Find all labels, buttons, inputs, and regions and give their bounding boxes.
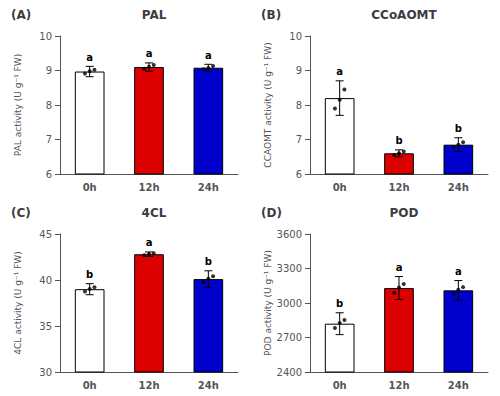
svg-text:4CL: 4CL — [142, 206, 167, 220]
svg-text:3300: 3300 — [277, 263, 302, 274]
svg-text:24h: 24h — [198, 380, 219, 391]
svg-text:CCAOMT activity (U g⁻¹ FW): CCAOMT activity (U g⁻¹ FW) — [263, 42, 273, 167]
svg-text:b: b — [336, 298, 343, 309]
svg-text:a: a — [86, 52, 93, 63]
svg-text:a: a — [146, 237, 153, 248]
svg-text:b: b — [205, 256, 212, 267]
svg-text:12h: 12h — [138, 182, 159, 193]
svg-text:b: b — [86, 269, 93, 280]
svg-text:35: 35 — [39, 321, 52, 332]
svg-text:0h: 0h — [333, 182, 347, 193]
svg-text:24h: 24h — [198, 182, 219, 193]
svg-text:a: a — [455, 266, 462, 277]
svg-text:3000: 3000 — [277, 298, 302, 309]
svg-text:(D): (D) — [261, 206, 282, 220]
svg-text:6: 6 — [296, 169, 302, 180]
svg-text:b: b — [455, 123, 462, 134]
svg-text:2400: 2400 — [277, 367, 302, 378]
svg-text:9: 9 — [46, 65, 52, 76]
svg-text:7: 7 — [296, 134, 302, 145]
svg-text:b: b — [395, 135, 402, 146]
svg-text:45: 45 — [39, 229, 52, 240]
svg-text:POD: POD — [390, 206, 419, 220]
svg-text:10: 10 — [39, 31, 52, 42]
svg-text:6: 6 — [46, 169, 52, 180]
svg-text:CCoAOMT: CCoAOMT — [371, 8, 437, 22]
svg-text:(A): (A) — [11, 8, 31, 22]
svg-text:a: a — [336, 66, 343, 77]
svg-text:24h: 24h — [448, 182, 469, 193]
svg-text:8: 8 — [46, 100, 52, 111]
svg-text:12h: 12h — [388, 380, 409, 391]
svg-text:12h: 12h — [138, 380, 159, 391]
svg-text:3600: 3600 — [277, 229, 302, 240]
svg-text:8: 8 — [296, 100, 302, 111]
svg-text:(B): (B) — [261, 8, 281, 22]
svg-text:POD activity (U g⁻¹ FW): POD activity (U g⁻¹ FW) — [263, 250, 273, 356]
svg-text:(C): (C) — [11, 206, 31, 220]
svg-text:10: 10 — [289, 31, 302, 42]
svg-text:30: 30 — [39, 367, 52, 378]
svg-text:9: 9 — [296, 65, 302, 76]
svg-text:40: 40 — [39, 275, 52, 286]
svg-text:2700: 2700 — [277, 332, 302, 343]
svg-text:24h: 24h — [448, 380, 469, 391]
svg-text:7: 7 — [46, 134, 52, 145]
svg-text:0h: 0h — [83, 182, 97, 193]
svg-text:0h: 0h — [333, 380, 347, 391]
svg-text:PAL activity (U g⁻¹ FW): PAL activity (U g⁻¹ FW) — [13, 54, 23, 156]
svg-text:a: a — [205, 50, 212, 61]
svg-text:a: a — [146, 48, 153, 59]
svg-text:12h: 12h — [388, 182, 409, 193]
svg-text:4CL activity (U g⁻¹ FW): 4CL activity (U g⁻¹ FW) — [13, 251, 23, 354]
svg-text:PAL: PAL — [142, 8, 167, 22]
svg-text:0h: 0h — [83, 380, 97, 391]
svg-text:a: a — [396, 262, 403, 273]
